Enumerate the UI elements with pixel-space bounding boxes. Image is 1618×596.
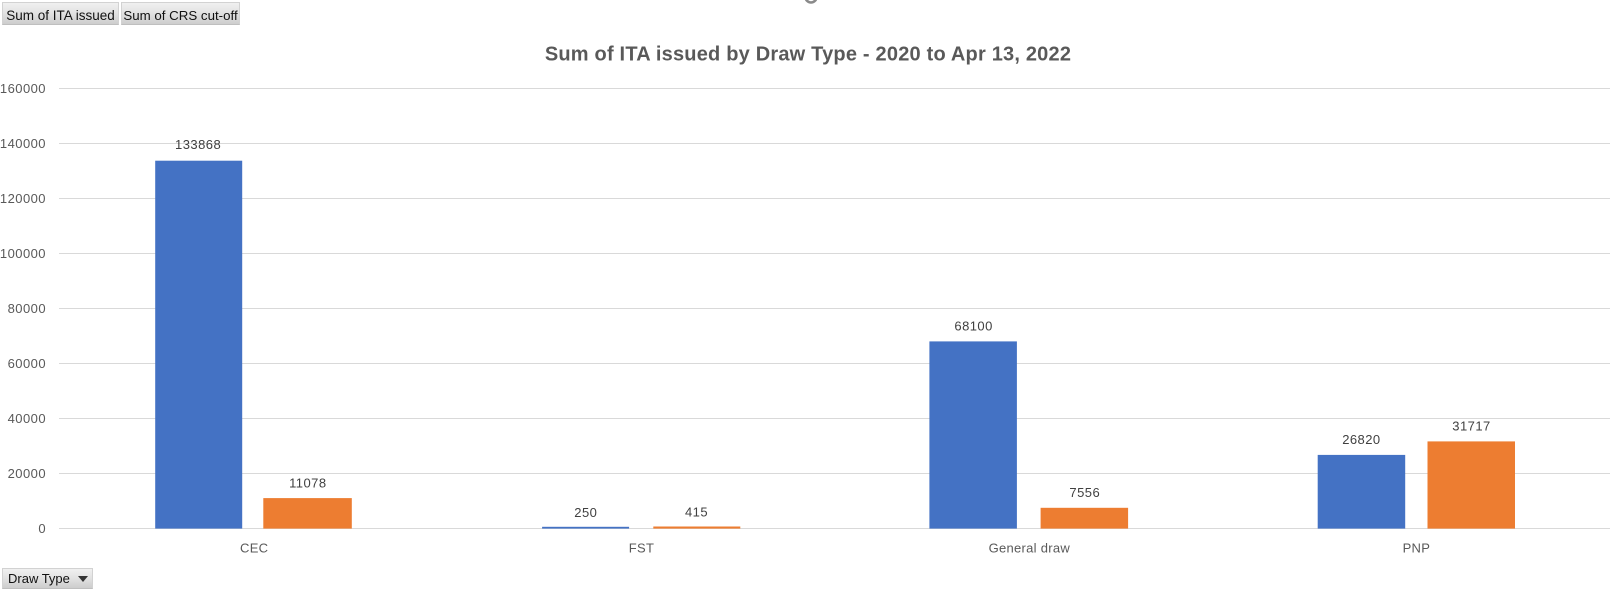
svg-text:40000: 40000 (8, 411, 46, 426)
svg-text:11078: 11078 (289, 476, 326, 491)
svg-text:133868: 133868 (175, 137, 221, 152)
svg-text:General draw: General draw (989, 541, 1071, 556)
svg-text:FST: FST (629, 541, 654, 556)
svg-text:160000: 160000 (0, 81, 46, 96)
svg-text:7556: 7556 (1069, 485, 1100, 500)
svg-text:CEC: CEC (240, 541, 268, 556)
svg-text:120000: 120000 (0, 191, 46, 206)
svg-text:100000: 100000 (0, 246, 46, 261)
svg-text:Sum of ITA issued by Draw Type: Sum of ITA issued by Draw Type - 2020 to… (545, 44, 1071, 66)
svg-text:31717: 31717 (1452, 418, 1490, 433)
svg-text:20000: 20000 (8, 466, 46, 481)
svg-text:250: 250 (574, 505, 597, 520)
svg-text:140000: 140000 (0, 136, 46, 151)
svg-text:0: 0 (38, 521, 46, 536)
svg-text:80000: 80000 (8, 301, 46, 316)
svg-text:PNP: PNP (1403, 541, 1431, 556)
svg-text:60000: 60000 (8, 356, 46, 371)
svg-text:68100: 68100 (954, 319, 992, 334)
svg-text:26820: 26820 (1342, 432, 1380, 447)
svg-text:415: 415 (685, 505, 708, 520)
